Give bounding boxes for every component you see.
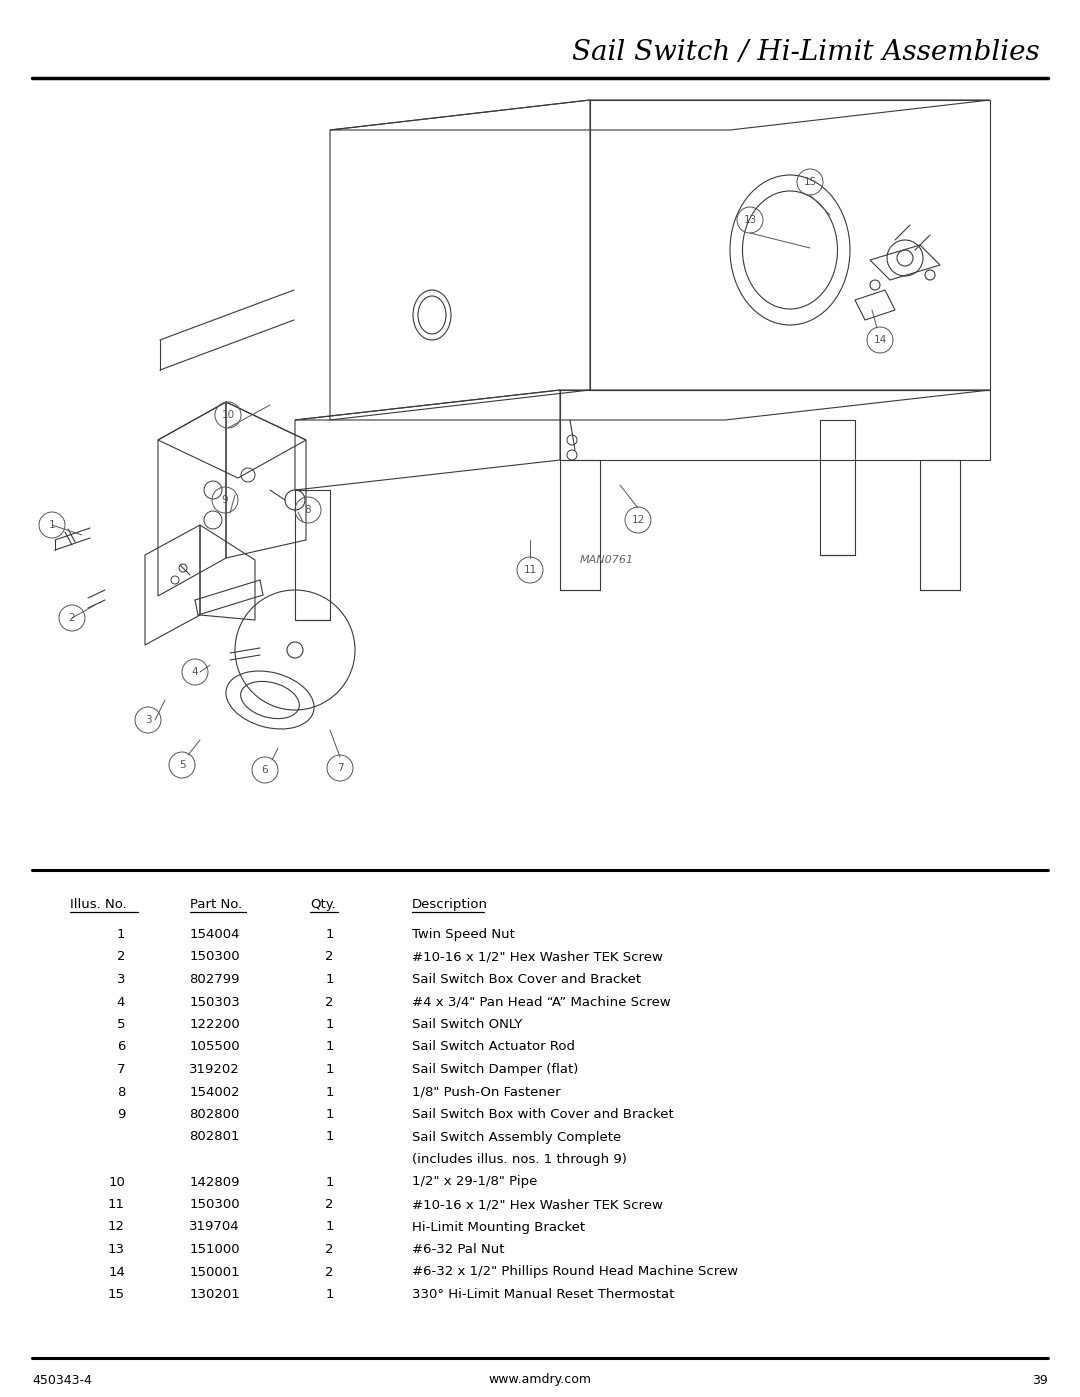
Text: 2: 2 [69,613,76,623]
Text: 10: 10 [221,409,234,420]
Text: 150300: 150300 [189,1199,240,1211]
Text: 2: 2 [325,996,334,1009]
Text: 330° Hi-Limit Manual Reset Thermostat: 330° Hi-Limit Manual Reset Thermostat [411,1288,674,1301]
Text: (includes illus. nos. 1 through 9): (includes illus. nos. 1 through 9) [411,1153,626,1166]
Text: 1: 1 [325,1085,334,1098]
Text: 3: 3 [145,715,151,725]
Text: #10-16 x 1/2" Hex Washer TEK Screw: #10-16 x 1/2" Hex Washer TEK Screw [411,950,663,964]
Text: 6: 6 [117,1041,125,1053]
Text: 319704: 319704 [189,1221,240,1234]
Text: 1: 1 [325,1175,334,1189]
Text: 15: 15 [804,177,816,187]
Text: #6-32 Pal Nut: #6-32 Pal Nut [411,1243,504,1256]
Text: 802799: 802799 [189,972,240,986]
Text: 1: 1 [325,1221,334,1234]
Text: 14: 14 [108,1266,125,1278]
Text: 2: 2 [325,1199,334,1211]
Text: 10: 10 [108,1175,125,1189]
Text: 9: 9 [117,1108,125,1120]
Text: 9: 9 [221,495,228,504]
Text: 1: 1 [325,1018,334,1031]
Text: 130201: 130201 [189,1288,240,1301]
Text: Sail Switch Box with Cover and Bracket: Sail Switch Box with Cover and Bracket [411,1108,674,1120]
Text: 154002: 154002 [189,1085,240,1098]
Text: Sail Switch Box Cover and Bracket: Sail Switch Box Cover and Bracket [411,972,642,986]
Text: Sail Switch Assembly Complete: Sail Switch Assembly Complete [411,1130,621,1144]
Text: 15: 15 [108,1288,125,1301]
Text: 12: 12 [632,515,645,525]
Text: 1/2" x 29-1/8" Pipe: 1/2" x 29-1/8" Pipe [411,1175,538,1189]
Text: 13: 13 [743,215,757,225]
Text: Description: Description [411,898,488,911]
Text: 1: 1 [325,1130,334,1144]
Text: Qty.: Qty. [310,898,336,911]
Text: Hi-Limit Mounting Bracket: Hi-Limit Mounting Bracket [411,1221,585,1234]
Text: #6-32 x 1/2" Phillips Round Head Machine Screw: #6-32 x 1/2" Phillips Round Head Machine… [411,1266,738,1278]
Text: 7: 7 [337,763,343,773]
Text: 150300: 150300 [189,950,240,964]
Text: Part No.: Part No. [190,898,242,911]
Text: #4 x 3/4" Pan Head “A” Machine Screw: #4 x 3/4" Pan Head “A” Machine Screw [411,996,671,1009]
Text: Sail Switch Actuator Rod: Sail Switch Actuator Rod [411,1041,575,1053]
Text: 5: 5 [178,760,186,770]
Text: 802801: 802801 [189,1130,240,1144]
Text: 1: 1 [325,1108,334,1120]
Text: 105500: 105500 [189,1041,240,1053]
Text: 1: 1 [49,520,55,529]
Text: 2: 2 [325,1243,334,1256]
Text: Sail Switch Damper (flat): Sail Switch Damper (flat) [411,1063,579,1076]
Text: 151000: 151000 [189,1243,240,1256]
Text: 2: 2 [325,1266,334,1278]
Text: MAN0761: MAN0761 [580,555,634,564]
Text: 5: 5 [117,1018,125,1031]
Text: www.amdry.com: www.amdry.com [488,1373,592,1386]
Text: 154004: 154004 [189,928,240,942]
Text: 6: 6 [261,766,268,775]
Text: 2: 2 [117,950,125,964]
Text: 12: 12 [108,1221,125,1234]
Text: 39: 39 [1032,1373,1048,1386]
Text: 1: 1 [325,972,334,986]
Text: 8: 8 [117,1085,125,1098]
Text: Sail Switch / Hi-Limit Assemblies: Sail Switch / Hi-Limit Assemblies [572,39,1040,66]
Text: 319202: 319202 [189,1063,240,1076]
Text: 1: 1 [325,1288,334,1301]
Text: 1/8" Push-On Fastener: 1/8" Push-On Fastener [411,1085,561,1098]
Text: 4: 4 [191,666,199,678]
Text: 142809: 142809 [189,1175,240,1189]
Text: 150303: 150303 [189,996,240,1009]
Text: Twin Speed Nut: Twin Speed Nut [411,928,515,942]
Text: 2: 2 [325,950,334,964]
Text: 1: 1 [325,1063,334,1076]
Text: Illus. No.: Illus. No. [70,898,126,911]
Text: 3: 3 [117,972,125,986]
Text: 14: 14 [874,335,887,345]
Text: #10-16 x 1/2" Hex Washer TEK Screw: #10-16 x 1/2" Hex Washer TEK Screw [411,1199,663,1211]
Text: 13: 13 [108,1243,125,1256]
Text: 4: 4 [117,996,125,1009]
Text: 7: 7 [117,1063,125,1076]
Text: 802800: 802800 [190,1108,240,1120]
Text: 150001: 150001 [189,1266,240,1278]
Text: 11: 11 [108,1199,125,1211]
Text: 8: 8 [305,504,311,515]
Text: 1: 1 [117,928,125,942]
Text: 122200: 122200 [189,1018,240,1031]
Text: 1: 1 [325,1041,334,1053]
Text: 11: 11 [524,564,537,576]
Text: 450343-4: 450343-4 [32,1373,92,1386]
Text: Sail Switch ONLY: Sail Switch ONLY [411,1018,523,1031]
Text: 1: 1 [325,928,334,942]
